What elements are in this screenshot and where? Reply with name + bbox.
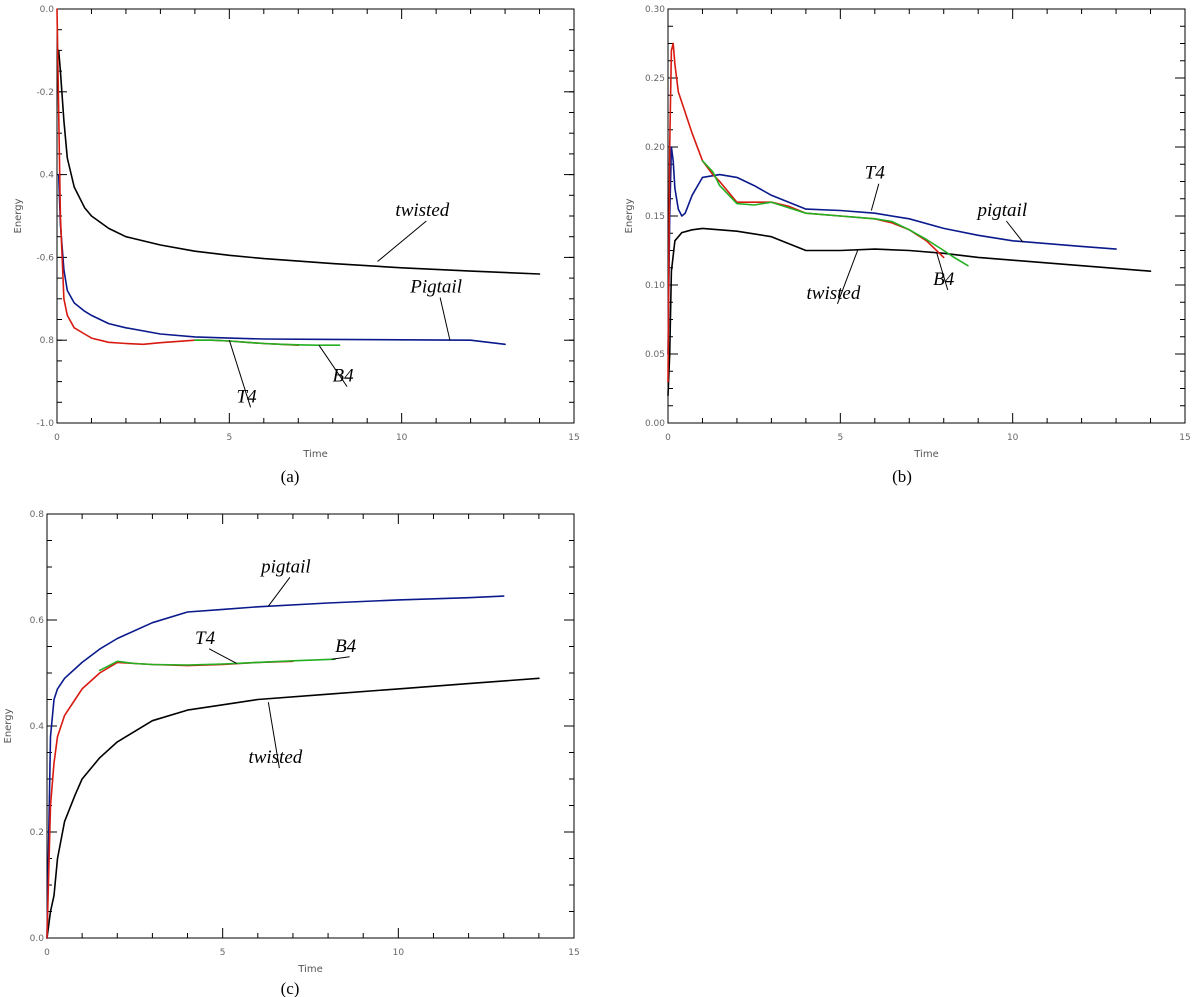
series-line-twisted <box>57 49 541 275</box>
y-axis-label: Energy <box>13 198 24 233</box>
annotation-label-t4: T4 <box>865 163 886 184</box>
annotation-leader-t4 <box>870 183 880 211</box>
x-tick-label: 10 <box>393 948 405 958</box>
series-line-pigtail <box>46 595 505 939</box>
series-line-b4 <box>701 160 969 267</box>
annotation-label-b4: B4 <box>933 269 955 290</box>
y-tick-label: 0.25 <box>645 74 665 84</box>
annotation-leader-t4 <box>228 340 252 408</box>
y-tick-label: 0.30 <box>645 5 665 15</box>
annotation-leader-t4 <box>208 648 237 664</box>
x-tick-label: 15 <box>568 948 579 958</box>
series-line-pigtail <box>57 173 506 346</box>
y-tick-label: 0.6 <box>30 616 45 626</box>
annotation-label-t4: T4 <box>237 386 258 407</box>
annotation-label-t4: T4 <box>195 628 216 649</box>
series-line-t4 <box>46 660 294 939</box>
figure-caption: (c) <box>281 979 300 997</box>
series-line-t4 <box>56 8 300 347</box>
x-tick-label: 15 <box>1179 433 1190 443</box>
y-tick-label: -1.0 <box>36 419 54 429</box>
y-tick-label: -0.2 <box>36 88 54 98</box>
series-line-twisted <box>46 677 540 939</box>
y-tick-label: 0.05 <box>645 350 665 360</box>
y-tick-label: 0.00 <box>645 419 665 429</box>
annotation-label-twisted: twisted <box>395 200 449 221</box>
annotation-label-b4: B4 <box>333 366 355 387</box>
series-line-b4 <box>194 339 341 347</box>
annotation-label-pigtail: Pigtail <box>409 277 462 298</box>
x-axis-label: Time <box>913 449 938 460</box>
chart-panel-a: 0 5 10 15 -1.0 0.8 -0.6 0.4 -0.2 0.0 Time Energy twi… <box>13 5 580 486</box>
figure-caption: (a) <box>281 467 300 486</box>
annotation-leader-pigtail <box>1005 220 1024 243</box>
x-tick-label: 0 <box>54 433 60 443</box>
y-tick-label: 0.10 <box>645 281 665 291</box>
x-axis-label: Time <box>302 449 327 460</box>
annotation-leader-b4 <box>331 656 350 660</box>
y-axis-label: Energy <box>3 708 14 743</box>
y-axis-label: Energy <box>624 198 635 233</box>
series-line-twisted <box>667 227 1152 397</box>
y-tick-label: -0.6 <box>36 253 54 263</box>
annotation-label-pigtail: pigtail <box>976 200 1028 221</box>
y-tick-label: 0.20 <box>645 143 665 153</box>
y-tick-label: 0.2 <box>30 828 44 838</box>
plot-frame <box>667 8 1186 424</box>
annotation-leader-twisted <box>267 702 280 769</box>
annotation-label-pigtail: pigtail <box>259 556 311 577</box>
x-tick-label: 5 <box>226 433 232 443</box>
series-line-b4 <box>98 658 336 672</box>
annotation-leader-b4 <box>936 253 949 291</box>
x-axis-label: Time <box>297 964 322 975</box>
chart-panel-c: 0 5 10 15 0.0 0.2 0.4 0.6 0.8 Time Energy pigtail T4… <box>3 510 580 997</box>
annotation-leader-b4 <box>318 344 348 387</box>
x-tick-label: 15 <box>568 433 579 443</box>
plot-frame <box>46 513 575 939</box>
x-tick-label: 5 <box>220 948 226 958</box>
y-tick-label: 0.4 <box>30 722 45 732</box>
y-tick-label: 0.0 <box>30 934 45 944</box>
x-tick-label: 10 <box>396 433 408 443</box>
x-tick-label: 10 <box>1007 433 1019 443</box>
y-tick-label: 0.4 <box>40 171 55 181</box>
plot-frame <box>56 8 575 424</box>
y-tick-label: 0.8 <box>30 510 45 520</box>
annotation-leader-twisted <box>377 220 427 262</box>
y-tick-label: 0.8 <box>40 336 55 346</box>
annotation-label-b4: B4 <box>335 636 357 657</box>
y-tick-label: 0.0 <box>40 5 55 15</box>
x-tick-label: 0 <box>665 433 671 443</box>
annotation-label-twisted: twisted <box>807 283 861 304</box>
annotation-label-twisted: twisted <box>248 747 302 768</box>
annotation-leader-pigtail <box>439 297 451 341</box>
chart-panel-b: 0 5 10 15 0.00 0.05 0.10 0.15 0.20 0.25 0.30 Time En… <box>624 5 1191 486</box>
series-line-pigtail <box>667 146 1117 355</box>
y-tick-label: 0.15 <box>645 212 665 222</box>
x-tick-label: 5 <box>837 433 843 443</box>
annotation-leader-pigtail <box>267 577 291 607</box>
figure-caption: (b) <box>892 467 912 486</box>
annotation-leader-twisted <box>836 250 859 304</box>
x-tick-label: 0 <box>44 948 50 958</box>
